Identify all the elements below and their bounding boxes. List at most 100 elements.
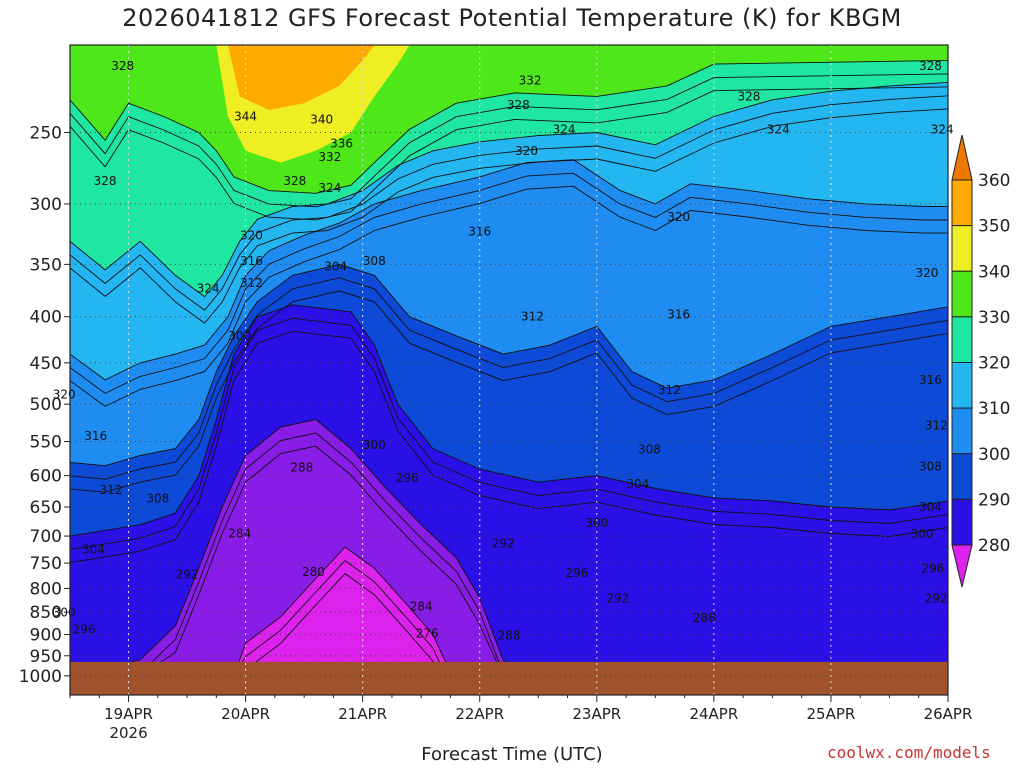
contour-line: [70, 86, 948, 221]
colorbar-tick-label: 320: [978, 354, 1010, 374]
contour-line: [70, 445, 948, 677]
colorbar-extend-top: [951, 134, 973, 181]
contour-label: 344: [234, 109, 257, 123]
y-tick-label: 600: [30, 467, 62, 487]
x-axis: 19APR 20APR 21APR 22APR 23APR 24APR 25APR 26APR…: [69, 695, 973, 742]
contour-label: 292: [606, 592, 629, 606]
contour-line: [70, 419, 948, 677]
contour-label: 320: [515, 144, 538, 158]
color-band: [233, 547, 457, 676]
y-tick-label: 900: [30, 626, 62, 646]
y-tick-label: 300: [30, 195, 62, 215]
contour-label: 316: [667, 308, 690, 322]
contour-label: 284: [410, 600, 433, 614]
colorbar-tick-label: 290: [978, 490, 1010, 510]
color-band: [228, 45, 375, 110]
colorbar-tick-label: 280: [978, 536, 1010, 556]
contour-line: [70, 95, 948, 311]
contour-label: 276: [416, 627, 439, 641]
colorbar-tick-label: 350: [978, 217, 1010, 237]
contour-label: 292: [492, 536, 515, 550]
y-tick-label: 450: [30, 354, 62, 374]
colorbar-segment: [951, 270, 973, 318]
contour-label: 332: [318, 150, 341, 164]
contour-label: 296: [73, 622, 96, 636]
contour-label: 296: [565, 566, 588, 580]
contour-label: 324: [553, 122, 576, 136]
contour-line: [70, 432, 948, 677]
plot-area: [70, 45, 948, 695]
colorbar-tick-label: 360: [978, 171, 1010, 191]
colorbar-segment: [951, 362, 973, 409]
colorbar-segment: [951, 453, 973, 500]
x-tick-label: 25APR: [807, 705, 856, 723]
contour-line: [70, 159, 948, 381]
contour-label: 304: [324, 260, 347, 274]
contour-label: 336: [330, 136, 353, 150]
x-tick-label: 22APR: [455, 705, 504, 723]
contour-line: [70, 277, 948, 480]
contour-label: 324: [318, 181, 341, 195]
y-tick-label: 500: [30, 395, 62, 415]
ground-surface: [70, 661, 948, 695]
contour-label: 296: [396, 471, 419, 485]
contour-line: [70, 317, 948, 550]
contour-label: 312: [100, 483, 123, 497]
contour-line: [233, 560, 457, 677]
colorbar-segment: [951, 225, 973, 272]
contour-label: 312: [521, 310, 544, 324]
y-tick-label: 350: [30, 255, 62, 275]
y-tick-label: 950: [30, 647, 62, 667]
contour-label: 288: [290, 461, 313, 475]
colorbar-segment: [951, 407, 973, 455]
y-tick-label: 750: [30, 554, 62, 574]
colorbar-segment: [951, 179, 973, 227]
x-axis-label: Forecast Time (UTC): [421, 744, 603, 765]
y-tick-label: 800: [30, 579, 62, 599]
contour-label: 304: [626, 477, 649, 491]
contour-label: 312: [658, 383, 681, 397]
contour-label: 300: [585, 516, 608, 530]
contour-label: 308: [146, 491, 169, 505]
contour-label: 284: [228, 526, 251, 540]
contour-label: 304: [919, 500, 942, 514]
x-tick-label: 24APR: [689, 705, 738, 723]
y-tick-label: 850: [30, 603, 62, 623]
contour-label: 328: [507, 98, 530, 112]
y-tick-label: 400: [30, 308, 62, 328]
contour-label: 328: [919, 59, 942, 73]
color-band: [70, 45, 211, 125]
contour-label: 328: [738, 89, 761, 103]
contour-label: 320: [240, 228, 263, 242]
colorbar-tick-label: 310: [978, 399, 1010, 419]
x-tick-label: 26APR: [924, 705, 973, 723]
contour-label: 320: [915, 266, 938, 280]
contour-label: 328: [94, 174, 117, 188]
contour-label: 288: [693, 611, 716, 625]
contour-label: 308: [919, 459, 942, 473]
colorbar: 280 290 300 310 320 330 340 350 360: [951, 134, 1010, 588]
colorbar-tick-label: 330: [978, 308, 1010, 328]
contour-label: 300: [228, 329, 251, 343]
contour-label: 316: [919, 373, 942, 387]
colorbar-tick-label: 340: [978, 262, 1010, 282]
y-tick-label: 700: [30, 527, 62, 547]
credit-text: coolwx.com/models: [827, 743, 991, 762]
contour-line: [70, 172, 948, 394]
y-tick-label: 550: [30, 433, 62, 453]
contour-label: 296: [921, 561, 944, 575]
contour-line: [70, 304, 948, 537]
contour-line: [70, 73, 948, 208]
x-tick-label: 19APR: [104, 705, 153, 723]
colorbar-segment: [951, 316, 973, 363]
contour-line: [70, 290, 948, 493]
x-year-label: 2026: [109, 724, 147, 742]
contour-label: 292: [176, 567, 199, 581]
contour-label: 316: [240, 254, 263, 268]
x-tick-label: 23APR: [572, 705, 621, 723]
contour-label: 320: [667, 210, 690, 224]
contour-label: 304: [82, 542, 105, 556]
contour-label: 292: [925, 592, 948, 606]
contour-label: 312: [240, 276, 263, 290]
